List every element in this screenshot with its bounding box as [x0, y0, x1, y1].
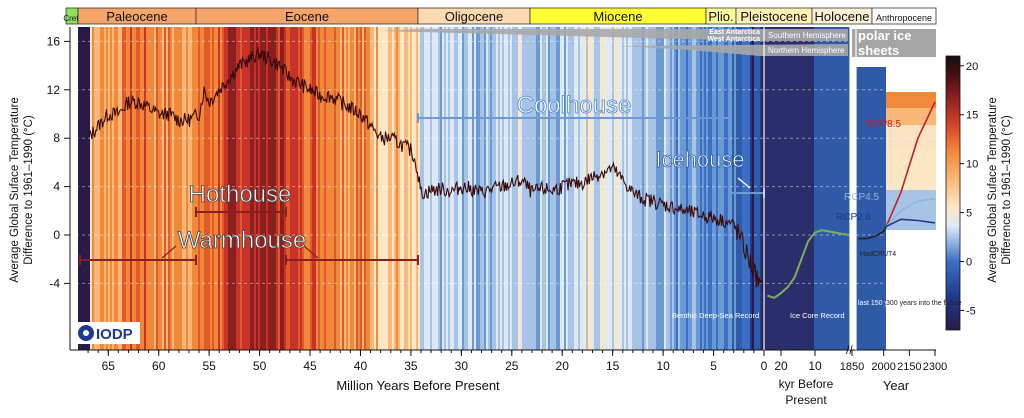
x-tick-label-kyr: 20	[774, 359, 788, 373]
x-tick-label-ma: 25	[505, 359, 519, 373]
benthic-record-label: Benthic Deep-Sea Record	[672, 311, 759, 320]
rcp85-label: RCP8.5	[866, 119, 901, 130]
epoch-label: Cret.	[63, 14, 80, 23]
x-tick-label-ma: 45	[303, 359, 317, 373]
series-line-benthic	[87, 47, 764, 291]
epoch-label: Oligocene	[445, 9, 504, 24]
epoch-header: Cret. Paleocene Eocene Oligocene Miocene Plio…	[63, 7, 937, 25]
y-tick-label: -4	[49, 276, 60, 290]
epoch-label: Paleocene	[106, 9, 167, 24]
ice-east-antarctica-label: East Antarctica	[709, 29, 760, 36]
data-series	[87, 47, 936, 300]
x-tick-label-kyr: 10	[808, 359, 822, 373]
series-line-hadcrut4	[858, 226, 887, 240]
series-line-rcp85	[885, 101, 936, 227]
x-tick-label-ma: 10	[656, 359, 670, 373]
epoch-label: Holocene	[815, 9, 870, 24]
sheets-label: sheets	[858, 43, 899, 58]
x-tick-label-year: 2150	[897, 361, 921, 373]
x-tick-label-ma: 35	[404, 359, 418, 373]
svg-text:Difference to 1961–1990 (°C): Difference to 1961–1990 (°C)	[23, 115, 35, 265]
svg-text:Difference to 1961–1990 (°C): Difference to 1961–1990 (°C)	[1001, 115, 1013, 265]
hadcrut4-label: HadCRUT4	[860, 251, 896, 258]
ice-northern-hemisphere-label: Northern Hemisphere	[768, 46, 845, 55]
svg-text:Average Global Suface Temperat: Average Global Suface Temperature	[9, 97, 21, 283]
epoch-label: Plio.	[708, 9, 733, 24]
svg-text://: //	[846, 343, 853, 357]
x-tick-label-ma: 5	[710, 359, 717, 373]
state-label-coolhouse: Coolhouse	[517, 92, 632, 119]
svg-text:Average Global Suface Temperat: Average Global Suface Temperature	[987, 97, 999, 283]
colorbar-tick-label: 15	[966, 110, 978, 122]
y-tick-label: 0	[53, 228, 60, 242]
epoch-label: Miocene	[593, 9, 642, 24]
rcp26-label: RCP2.6	[836, 212, 871, 223]
state-label-hothouse: Hothouse	[189, 181, 292, 208]
epoch-label: Anthropocene	[876, 13, 932, 23]
colorbar-tick-label: 5	[966, 208, 972, 220]
x-axis-label-kyr-2: Present	[785, 393, 827, 407]
x-axis-label-year: Year	[883, 378, 910, 393]
x-tick-label-ma: 15	[606, 359, 620, 373]
y-tick-label: 8	[53, 131, 60, 145]
colorbar-tick-label: 10	[966, 159, 978, 171]
state-label-icehouse: Icehouse	[655, 147, 744, 172]
x-tick-label-year: 2000	[871, 361, 895, 373]
climate-states: Hothouse Warmhouse Coolhouse Icehouse	[79, 92, 765, 265]
x-axis-label-ma: Million Years Before Present	[336, 378, 500, 393]
y-tick-label: 16	[47, 34, 61, 48]
y-tick-label: 4	[53, 180, 60, 194]
state-label-warmhouse: Warmhouse	[178, 227, 306, 254]
x-tick-label-ma: 60	[152, 359, 166, 373]
x-tick-label-ma: 20	[556, 359, 570, 373]
x-tick-label-ma: 65	[102, 359, 116, 373]
epoch-label: Eocene	[285, 9, 329, 24]
colorbar-tick-label: -5	[966, 305, 976, 317]
epoch-label: Pleistocene	[740, 9, 807, 24]
series-line-ice-core	[767, 229, 850, 300]
ice-southern-hemisphere-label: Southern Hemisphere	[768, 31, 846, 40]
series-line-rcp26	[885, 218, 936, 228]
x-tick-label-ma: 55	[202, 359, 216, 373]
colorbar-tick-label: 0	[966, 257, 972, 269]
x-tick-label-year: 2300	[923, 361, 947, 373]
polar-ice-label: polar ice	[858, 28, 911, 43]
future-300-years-label: 300 years into the future	[886, 300, 962, 307]
series-line-rcp45	[885, 197, 936, 228]
iodp-logo-text: IODP	[96, 326, 133, 343]
ice-west-antarctica-label: West Antarctica	[707, 36, 760, 43]
y-tick-label: 12	[47, 83, 61, 97]
x-tick-label-ma: 50	[253, 359, 267, 373]
colorbar-tick-label: 20	[966, 61, 978, 73]
grid-lines	[70, 40, 936, 284]
x-axis-label-kyr: kyr Before	[779, 377, 834, 391]
colorbar	[945, 55, 961, 331]
temperature-stripes	[78, 27, 936, 350]
x-tick-label-year: 1850	[840, 361, 864, 373]
x-tick-label-ma: 0	[761, 359, 768, 373]
rcp45-label: RCP4.5	[844, 192, 879, 203]
y-axis-label-left: Average Global Suface Temperature Differe…	[9, 97, 35, 283]
x-tick-label-ma: 30	[455, 359, 469, 373]
epoch-anthropocene-box	[871, 7, 937, 25]
y-axis-label-right: Average Global Suface Temperature Differe…	[987, 97, 1013, 283]
last-150-years-label: last 150 years	[858, 300, 902, 307]
x-tick-label-ma: 40	[354, 359, 368, 373]
ice-core-record-label: Ice Core Record	[790, 311, 845, 320]
iodp-logo: IODP	[76, 322, 140, 344]
